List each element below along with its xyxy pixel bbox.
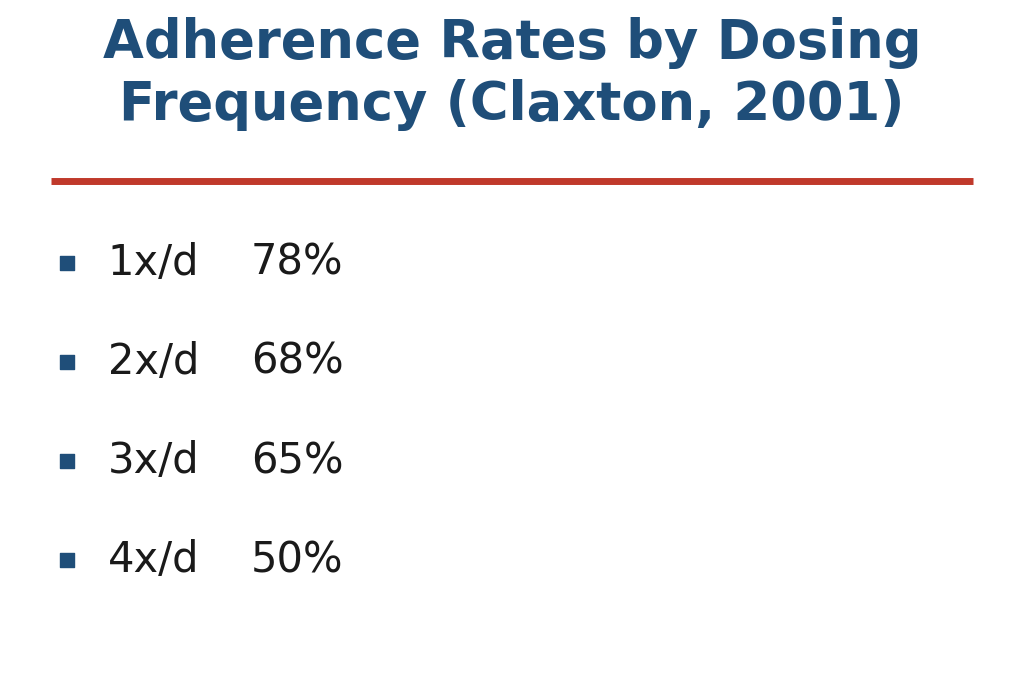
Text: 68%: 68% bbox=[251, 341, 343, 383]
Text: 78%: 78% bbox=[251, 242, 343, 284]
Text: 65%: 65% bbox=[251, 440, 343, 482]
Text: 1x/d: 1x/d bbox=[108, 242, 199, 284]
Point bbox=[58, 357, 75, 367]
Text: 2x/d: 2x/d bbox=[108, 341, 199, 383]
Text: 4x/d: 4x/d bbox=[108, 539, 199, 581]
Text: 50%: 50% bbox=[251, 539, 343, 581]
Text: Adherence Rates by Dosing
Frequency (Claxton, 2001): Adherence Rates by Dosing Frequency (Cla… bbox=[102, 17, 922, 131]
Text: 3x/d: 3x/d bbox=[108, 440, 199, 482]
Point bbox=[58, 257, 75, 268]
Point bbox=[58, 456, 75, 466]
Point bbox=[58, 555, 75, 566]
